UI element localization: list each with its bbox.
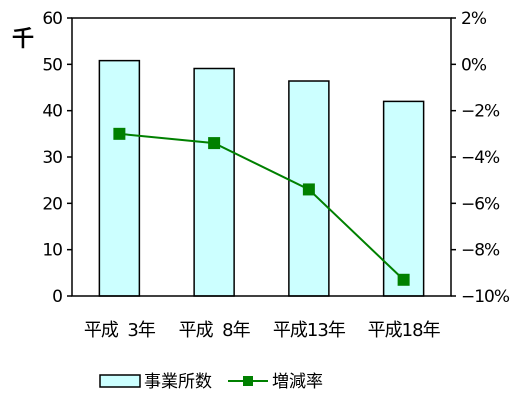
right-tick-label: −6% <box>461 194 500 214</box>
left-tick-label: 10 <box>42 241 62 261</box>
legend-line-marker <box>243 376 253 386</box>
bars-layer <box>98 59 425 297</box>
bar <box>193 67 235 297</box>
line-point <box>113 127 126 140</box>
line-point <box>397 273 410 286</box>
left-tick-label: 30 <box>42 148 62 168</box>
line-layer <box>113 127 410 286</box>
right-tick-label: −2% <box>461 102 500 122</box>
x-axis: 平成 3年 平成 8年 平成13年 平成18年 <box>84 320 442 341</box>
left-axis: 0 10 20 30 40 50 60 <box>42 9 72 307</box>
legend-bar-label: 事業所数 <box>144 372 212 392</box>
category-label: 平成 8年 <box>179 320 251 341</box>
left-tick-label: 20 <box>42 194 62 214</box>
category-label: 平成18年 <box>368 320 441 341</box>
right-tick-label: −10% <box>461 287 510 307</box>
bar <box>382 100 425 297</box>
series-line <box>119 132 405 281</box>
right-tick-label: 0% <box>461 55 487 75</box>
bar <box>98 59 141 297</box>
left-axis-unit: 千 <box>12 27 34 52</box>
left-tick-label: 40 <box>42 102 62 122</box>
left-tick-label: 0 <box>52 287 62 307</box>
left-tick-label: 50 <box>42 55 62 75</box>
left-tick-label: 60 <box>42 9 62 29</box>
legend: 事業所数 増減率 <box>99 372 323 392</box>
category-label: 平成 3年 <box>84 320 156 341</box>
right-tick-label: 2% <box>461 9 487 29</box>
line-point <box>302 183 315 196</box>
legend-bar-swatch <box>99 374 141 388</box>
right-tick-label: −4% <box>461 148 500 168</box>
legend-line-label: 増減率 <box>272 372 323 392</box>
right-axis: −10% −8% −6% −4% −2% 0% 2% <box>451 9 511 307</box>
right-tick-label: −8% <box>461 241 500 261</box>
line-point <box>208 137 221 150</box>
category-label: 平成13年 <box>273 320 346 341</box>
